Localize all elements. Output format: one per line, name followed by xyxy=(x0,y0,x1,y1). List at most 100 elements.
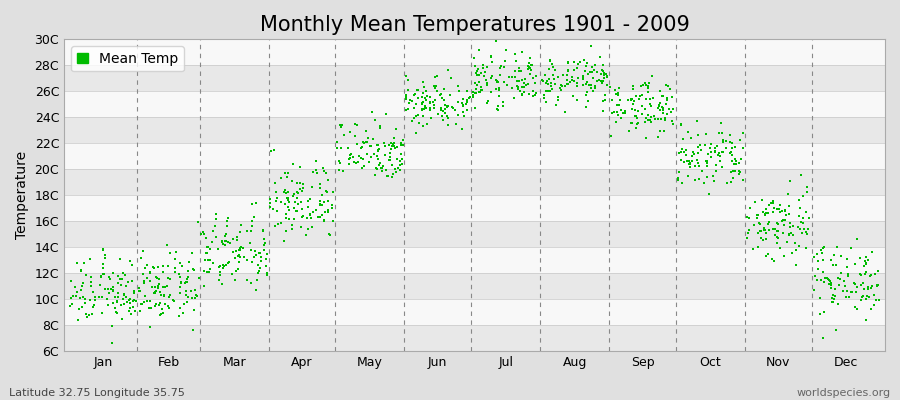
Point xyxy=(410,86,424,93)
Point xyxy=(438,102,453,108)
Point xyxy=(406,115,420,121)
Point xyxy=(679,147,693,153)
Point xyxy=(780,239,795,245)
Point xyxy=(301,204,315,210)
Point xyxy=(597,70,611,76)
Point xyxy=(278,201,293,207)
Point xyxy=(544,83,558,89)
Point xyxy=(246,259,260,265)
Point xyxy=(618,107,633,114)
Point xyxy=(441,115,455,121)
Point xyxy=(588,82,602,89)
Point xyxy=(441,102,455,109)
Point xyxy=(742,227,756,234)
Point xyxy=(192,275,206,281)
Point xyxy=(69,260,84,266)
Point xyxy=(518,76,532,82)
Point xyxy=(95,310,110,316)
Point xyxy=(753,227,768,234)
Point xyxy=(451,83,465,89)
Point xyxy=(857,286,871,292)
Point xyxy=(274,220,288,226)
Point xyxy=(180,276,194,282)
Point xyxy=(653,128,668,134)
Point xyxy=(778,206,792,213)
Point xyxy=(197,268,211,274)
Point xyxy=(329,145,344,151)
Point xyxy=(268,223,283,230)
Point xyxy=(846,280,860,286)
Point xyxy=(233,245,248,252)
Point xyxy=(618,110,633,116)
Point xyxy=(230,236,245,243)
Point xyxy=(96,260,111,267)
Point xyxy=(287,191,302,197)
Point xyxy=(848,280,862,287)
Point xyxy=(595,107,609,114)
Point xyxy=(741,229,755,236)
Point xyxy=(870,268,885,274)
Point xyxy=(118,272,132,278)
Point xyxy=(152,276,166,282)
Bar xyxy=(64,195,885,221)
Point xyxy=(351,158,365,165)
Point xyxy=(493,63,508,70)
Point xyxy=(281,204,295,210)
Point xyxy=(748,198,762,205)
Point xyxy=(495,99,509,105)
Point xyxy=(644,114,658,120)
Point xyxy=(751,215,765,221)
Point xyxy=(853,297,868,303)
Point xyxy=(441,122,455,128)
Point xyxy=(576,76,590,82)
Point xyxy=(585,64,599,70)
Point xyxy=(254,258,268,264)
Point xyxy=(499,46,513,53)
Point xyxy=(233,246,248,253)
Point xyxy=(106,287,121,294)
Point xyxy=(470,72,484,78)
Point xyxy=(225,270,239,277)
Point xyxy=(142,268,157,275)
Point xyxy=(388,166,402,172)
Bar xyxy=(64,273,885,299)
Point xyxy=(95,245,110,252)
Point xyxy=(282,216,296,222)
Point xyxy=(469,86,483,92)
Point xyxy=(799,183,814,190)
Point xyxy=(440,103,454,109)
Title: Monthly Mean Temperatures 1901 - 2009: Monthly Mean Temperatures 1901 - 2009 xyxy=(259,15,689,35)
Point xyxy=(443,92,457,98)
Point xyxy=(72,306,86,312)
Point xyxy=(626,101,641,107)
Point xyxy=(792,213,806,220)
Point xyxy=(370,152,384,159)
Point xyxy=(847,280,861,286)
Point xyxy=(642,80,656,86)
Point xyxy=(84,279,98,285)
Point xyxy=(279,228,293,234)
Point xyxy=(279,215,293,221)
Point xyxy=(85,311,99,318)
Point xyxy=(382,150,397,156)
Point xyxy=(279,214,293,221)
Point xyxy=(588,85,602,91)
Point xyxy=(727,144,742,150)
Point xyxy=(692,176,706,182)
Point xyxy=(387,139,401,146)
Point xyxy=(415,100,429,106)
Point xyxy=(770,221,785,228)
Point xyxy=(505,74,519,80)
Point xyxy=(624,119,638,126)
Point xyxy=(841,256,855,262)
Point xyxy=(670,176,685,183)
Point xyxy=(429,72,444,79)
Point xyxy=(108,309,122,316)
Point xyxy=(743,204,758,211)
Point xyxy=(583,68,598,75)
Point xyxy=(596,61,610,68)
Point xyxy=(505,85,519,92)
Point xyxy=(493,65,508,72)
Point xyxy=(651,133,665,140)
Point xyxy=(97,251,112,258)
